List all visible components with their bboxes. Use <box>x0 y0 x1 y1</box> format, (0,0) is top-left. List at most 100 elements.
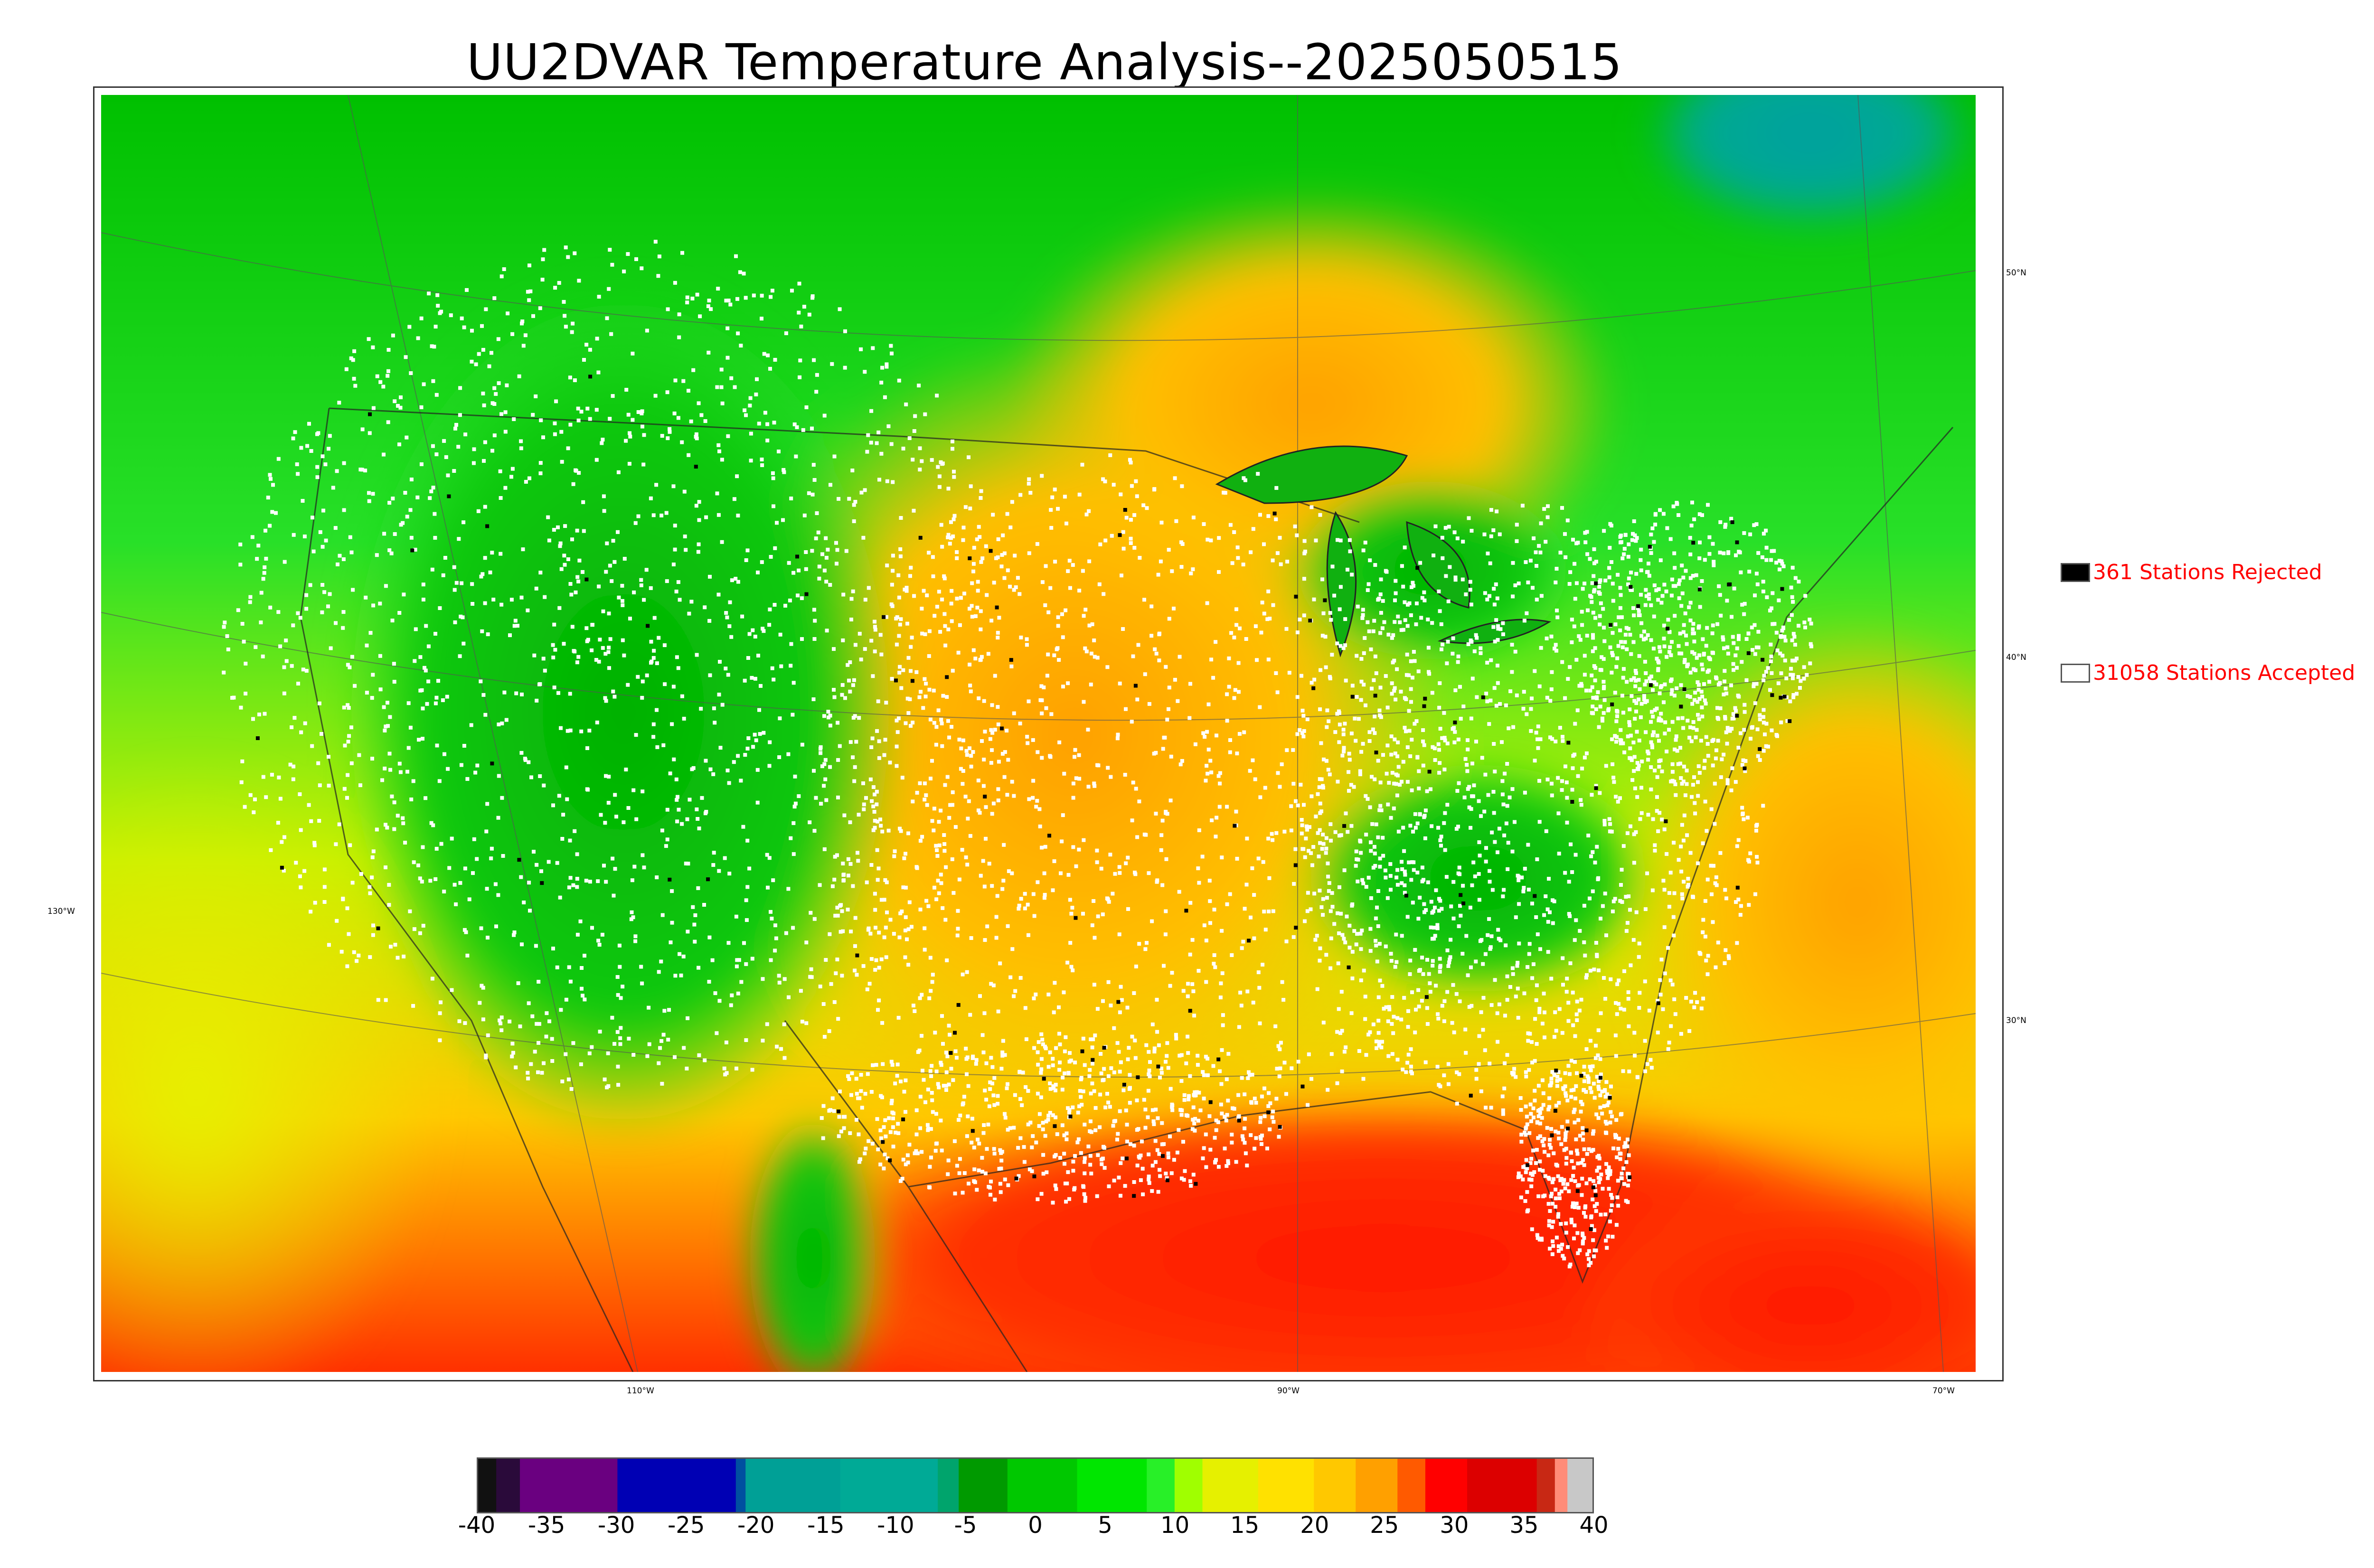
station-accepted-marker <box>1662 582 1667 587</box>
station-accepted-marker <box>1731 662 1735 666</box>
station-accepted-marker <box>1149 634 1154 638</box>
station-accepted-marker <box>1266 1104 1271 1108</box>
station-accepted-marker <box>1108 453 1112 457</box>
station-accepted-marker <box>320 545 325 549</box>
station-accepted-marker <box>1459 716 1463 721</box>
station-accepted-marker <box>934 897 939 901</box>
station-accepted-marker <box>1721 638 1725 642</box>
station-accepted-marker <box>826 710 830 714</box>
station-accepted-marker <box>1463 757 1468 761</box>
station-accepted-marker <box>390 619 395 623</box>
station-accepted-marker <box>1389 816 1393 820</box>
station-accepted-marker <box>1360 929 1364 933</box>
station-accepted-marker <box>251 717 255 721</box>
station-accepted-marker <box>1556 776 1560 780</box>
station-accepted-marker <box>243 805 247 809</box>
station-accepted-marker <box>556 525 560 529</box>
station-accepted-marker <box>633 939 638 943</box>
station-accepted-marker <box>239 780 244 784</box>
station-accepted-marker <box>1679 1032 1683 1036</box>
station-accepted-marker <box>1341 728 1346 732</box>
station-accepted-marker <box>1540 1078 1545 1082</box>
station-accepted-marker <box>1451 983 1455 987</box>
station-accepted-marker <box>1724 686 1728 691</box>
station-accepted-marker <box>838 307 842 311</box>
station-accepted-marker <box>378 601 382 606</box>
station-accepted-marker <box>588 347 592 352</box>
station-accepted-marker <box>1300 823 1304 827</box>
station-accepted-marker <box>1680 896 1685 901</box>
station-accepted-marker <box>401 821 405 826</box>
station-accepted-marker <box>1634 539 1638 543</box>
station-accepted-marker <box>1624 1199 1628 1203</box>
station-accepted-marker <box>1452 1030 1456 1034</box>
station-accepted-marker <box>1422 743 1426 747</box>
station-accepted-marker <box>873 892 877 896</box>
station-accepted-marker <box>1597 590 1601 594</box>
station-accepted-marker <box>984 1098 989 1102</box>
station-accepted-marker <box>758 732 762 736</box>
station-accepted-marker <box>1714 965 1718 969</box>
station-accepted-marker <box>645 673 649 677</box>
station-accepted-marker <box>730 993 734 997</box>
station-accepted-marker <box>1521 889 1526 893</box>
station-accepted-marker <box>1522 619 1526 623</box>
station-accepted-marker <box>539 418 543 423</box>
station-accepted-marker <box>996 705 1000 709</box>
station-accepted-marker <box>686 862 690 866</box>
station-accepted-marker <box>875 848 879 852</box>
station-accepted-marker <box>1584 976 1588 980</box>
station-accepted-marker <box>1511 725 1516 729</box>
station-accepted-marker <box>1505 762 1509 766</box>
station-accepted-marker <box>225 634 229 638</box>
station-accepted-marker <box>498 1018 502 1023</box>
station-accepted-marker <box>879 957 884 961</box>
station-accepted-marker <box>920 835 924 839</box>
station-accepted-marker <box>598 1030 602 1034</box>
station-accepted-marker <box>357 753 361 757</box>
station-accepted-marker <box>900 776 904 780</box>
station-accepted-marker <box>1770 728 1774 732</box>
station-accepted-marker <box>676 795 679 799</box>
station-accepted-marker <box>1655 733 1659 738</box>
station-accepted-marker <box>1635 1075 1639 1079</box>
station-accepted-marker <box>1078 1089 1082 1093</box>
station-accepted-marker <box>909 669 913 673</box>
station-accepted-marker <box>290 664 294 668</box>
station-accepted-marker <box>528 476 531 480</box>
station-accepted-marker <box>1496 664 1499 667</box>
station-accepted-marker <box>1555 1075 1560 1079</box>
station-accepted-marker <box>346 740 350 744</box>
station-accepted-marker <box>835 853 839 857</box>
station-accepted-marker <box>782 1022 786 1026</box>
station-accepted-marker <box>1012 711 1016 715</box>
station-accepted-marker <box>1399 1017 1404 1022</box>
station-accepted-marker <box>1527 942 1532 946</box>
station-accepted-marker <box>844 549 848 553</box>
station-accepted-marker <box>1058 1061 1062 1065</box>
station-accepted-marker <box>1330 564 1335 569</box>
station-accepted-marker <box>724 667 728 671</box>
station-accepted-marker <box>1637 654 1641 658</box>
station-accepted-marker <box>978 811 982 815</box>
station-accepted-marker <box>433 632 437 636</box>
station-accepted-marker <box>474 362 478 366</box>
station-accepted-marker <box>1649 680 1653 684</box>
station-accepted-marker <box>989 728 993 732</box>
station-accepted-marker <box>1349 783 1353 787</box>
station-accepted-marker <box>408 508 413 512</box>
station-accepted-marker <box>1689 524 1694 527</box>
station-accepted-marker <box>1594 1209 1598 1213</box>
station-accepted-marker <box>1406 1025 1410 1029</box>
station-accepted-marker <box>1510 849 1515 854</box>
station-accepted-marker <box>1502 888 1506 892</box>
station-accepted-marker <box>940 597 944 601</box>
station-accepted-marker <box>1564 1162 1568 1166</box>
station-accepted-marker <box>981 859 985 863</box>
station-accepted-marker <box>1393 737 1397 742</box>
station-accepted-marker <box>1437 748 1441 752</box>
station-accepted-marker <box>907 900 912 904</box>
station-accepted-marker <box>1628 633 1632 637</box>
station-accepted-marker <box>222 625 226 629</box>
station-accepted-marker <box>762 352 766 356</box>
